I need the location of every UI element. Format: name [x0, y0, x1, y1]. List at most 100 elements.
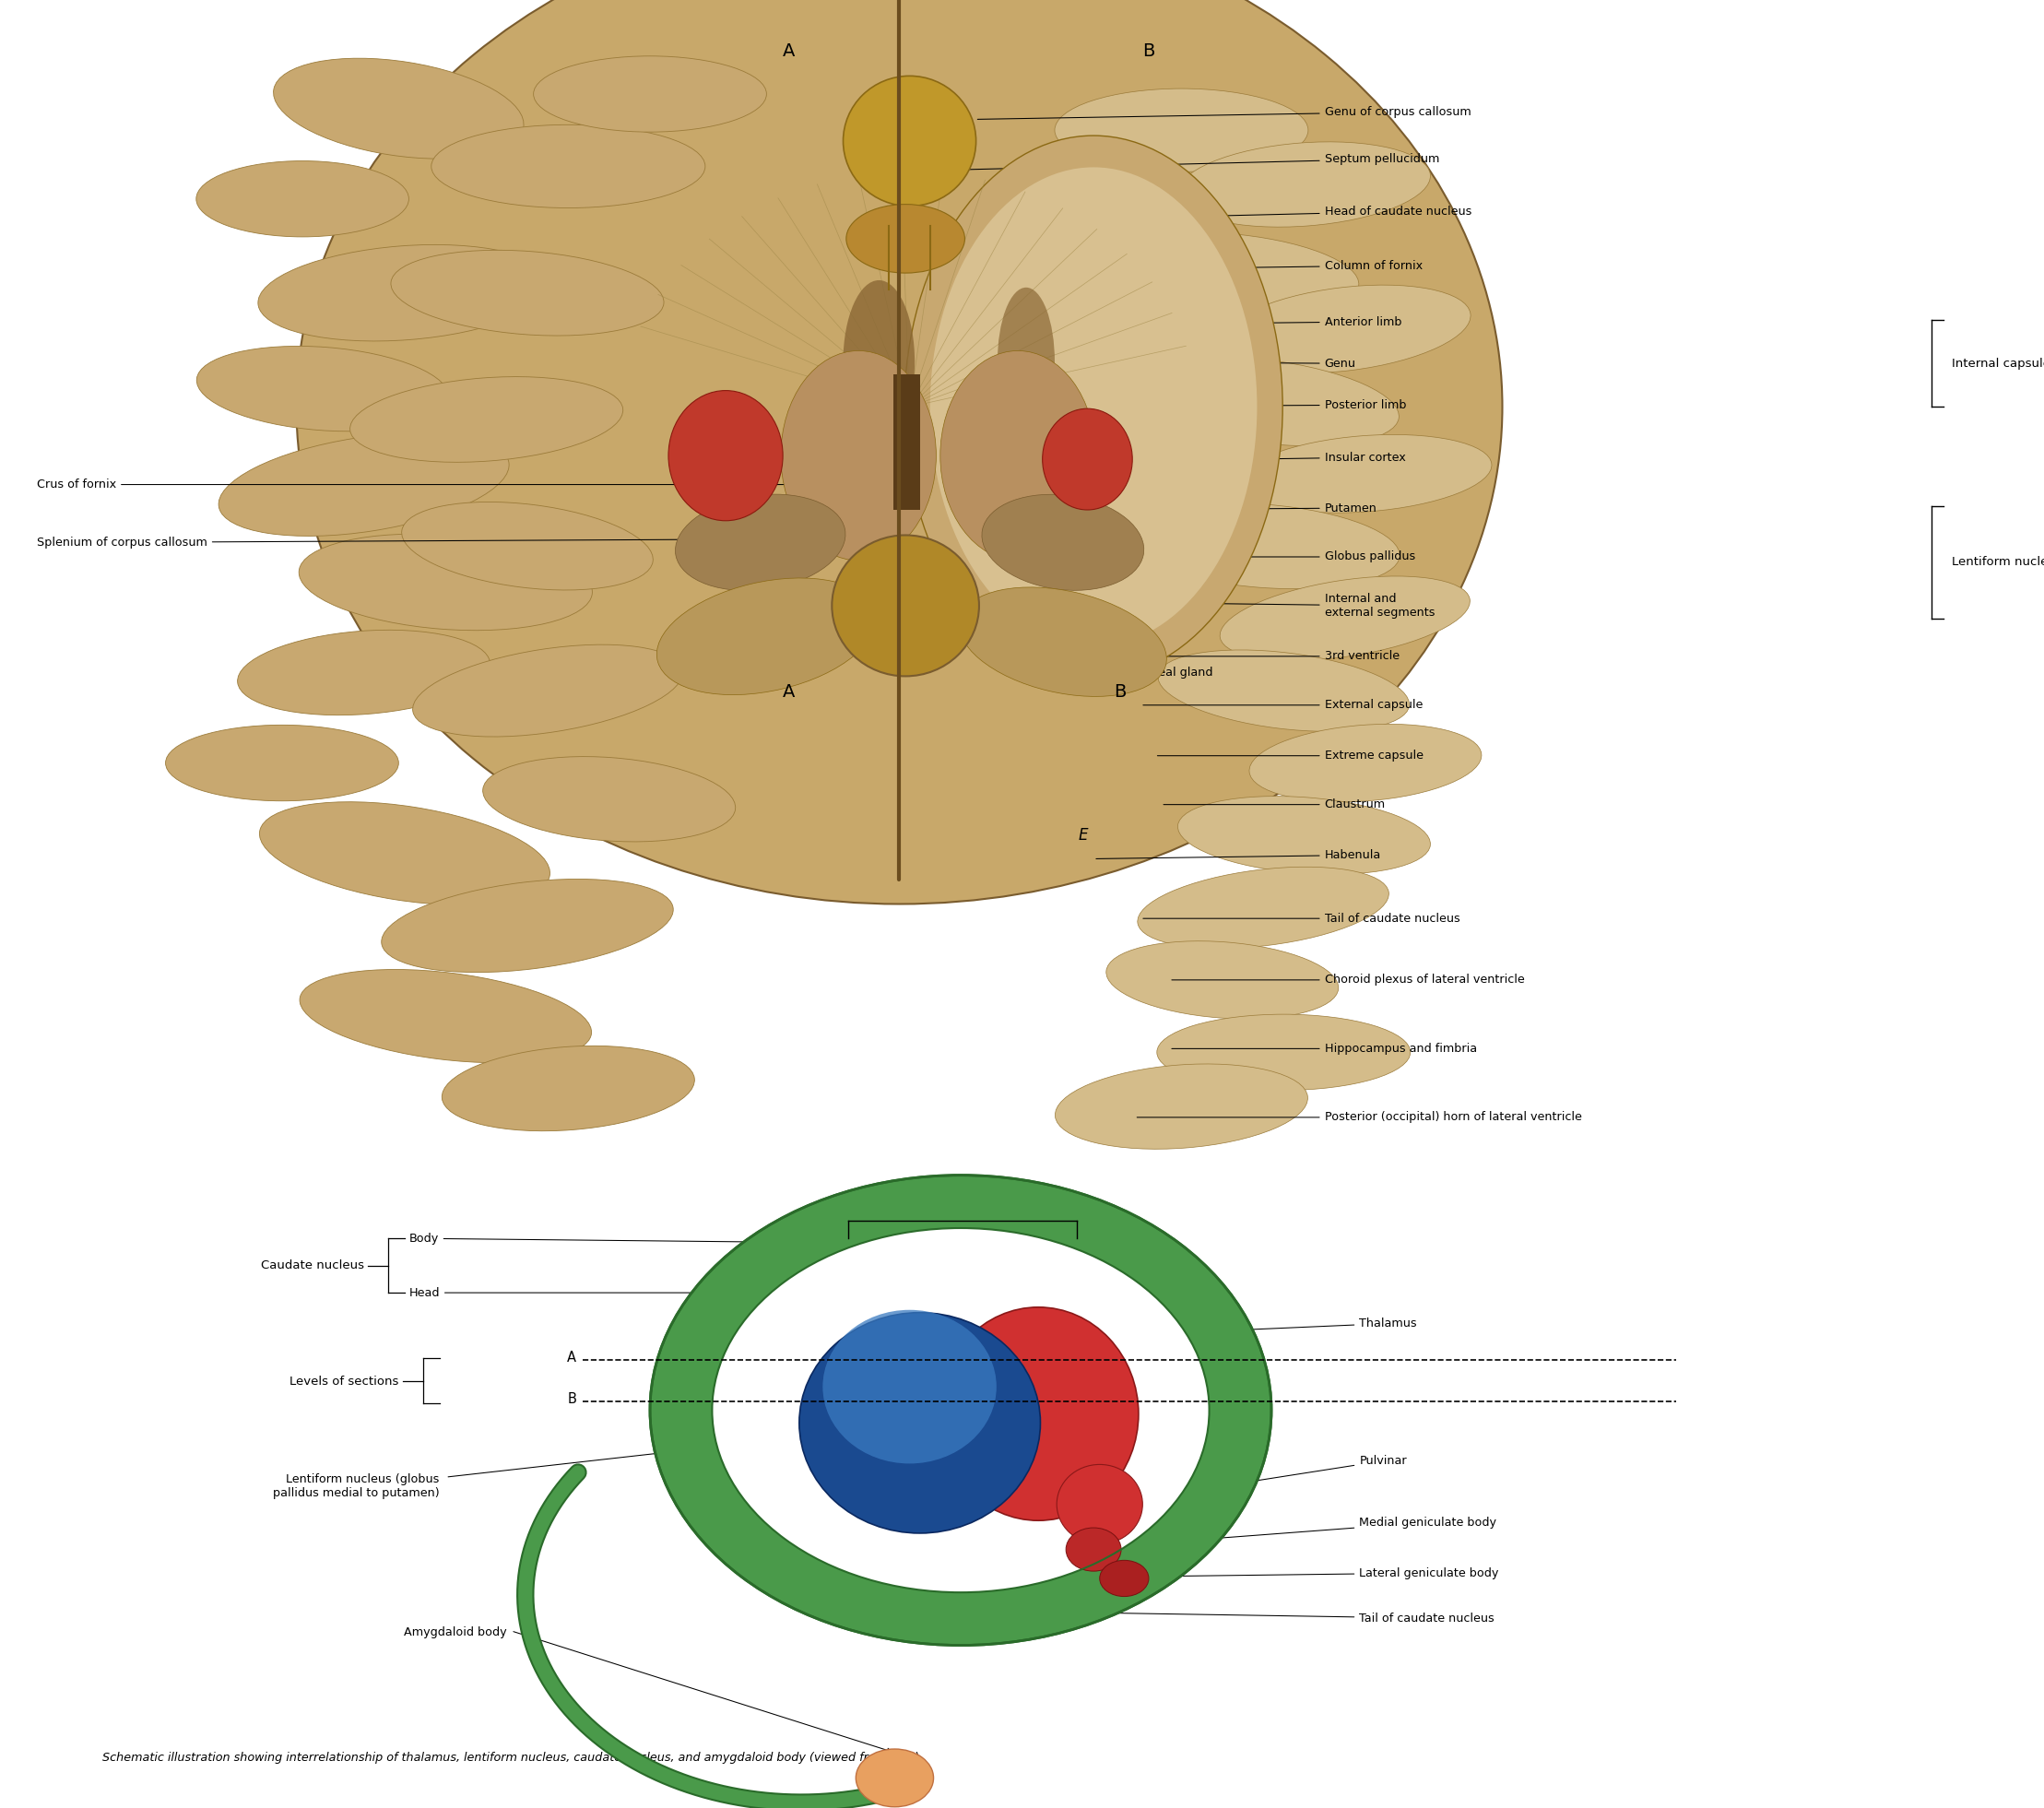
Ellipse shape	[1057, 1464, 1143, 1544]
Ellipse shape	[1055, 1063, 1308, 1150]
Text: Insular cortex: Insular cortex	[1130, 452, 1406, 463]
Ellipse shape	[711, 1228, 1210, 1593]
Text: Column of fornix: Column of fornix	[983, 260, 1423, 271]
Ellipse shape	[903, 136, 1284, 678]
Ellipse shape	[1157, 1014, 1410, 1090]
Ellipse shape	[832, 535, 979, 676]
Ellipse shape	[781, 351, 936, 560]
Text: A: A	[783, 683, 795, 702]
Text: Pulvinar: Pulvinar	[1130, 1455, 1406, 1501]
Ellipse shape	[675, 494, 846, 591]
Ellipse shape	[260, 803, 550, 904]
Ellipse shape	[656, 579, 877, 694]
Ellipse shape	[822, 1309, 997, 1464]
Text: A: A	[566, 1351, 576, 1365]
Ellipse shape	[930, 166, 1257, 645]
Ellipse shape	[842, 76, 977, 206]
Ellipse shape	[413, 645, 683, 736]
Text: Pineal gland: Pineal gland	[1024, 665, 1212, 678]
Text: Body: Body	[409, 1233, 769, 1244]
Ellipse shape	[1055, 89, 1308, 172]
Ellipse shape	[1042, 409, 1132, 510]
Text: Crus of fornix: Crus of fornix	[37, 479, 791, 490]
Text: Posterior limb: Posterior limb	[1044, 400, 1406, 410]
Ellipse shape	[1126, 503, 1400, 589]
Text: B: B	[568, 1392, 576, 1407]
Text: Tail of caudate nucleus: Tail of caudate nucleus	[1143, 913, 1459, 924]
Ellipse shape	[856, 1748, 934, 1806]
Ellipse shape	[350, 376, 623, 463]
Text: Head of caudate nucleus: Head of caudate nucleus	[1020, 206, 1472, 221]
Ellipse shape	[1085, 231, 1359, 318]
Ellipse shape	[300, 969, 591, 1063]
Ellipse shape	[196, 161, 409, 237]
Ellipse shape	[997, 287, 1055, 436]
Ellipse shape	[382, 879, 672, 973]
Ellipse shape	[196, 345, 450, 432]
Ellipse shape	[442, 1045, 695, 1132]
Ellipse shape	[431, 125, 705, 208]
Text: Septum pellucidum: Septum pellucidum	[953, 154, 1439, 170]
Ellipse shape	[1159, 649, 1408, 732]
Ellipse shape	[1106, 940, 1339, 1020]
Ellipse shape	[296, 0, 1502, 904]
Ellipse shape	[981, 494, 1145, 591]
Text: Lateral geniculate body: Lateral geniculate body	[1143, 1568, 1498, 1578]
Ellipse shape	[1067, 1528, 1120, 1571]
Text: Schematic illustration showing interrelationship of thalamus, lentiform nucleus,: Schematic illustration showing interrela…	[102, 1752, 922, 1763]
Ellipse shape	[799, 1313, 1040, 1533]
Text: Medial geniculate body: Medial geniculate body	[1118, 1517, 1496, 1546]
Ellipse shape	[668, 391, 783, 521]
Ellipse shape	[298, 533, 593, 631]
Text: Putamen: Putamen	[1116, 503, 1378, 513]
Text: Habenula: Habenula	[1096, 850, 1382, 861]
Text: Hippocampus and fimbria: Hippocampus and fimbria	[1171, 1043, 1476, 1054]
Text: 3rd ventricle: 3rd ventricle	[983, 651, 1400, 662]
Ellipse shape	[1249, 723, 1482, 803]
Text: Caudate nucleus: Caudate nucleus	[260, 1260, 364, 1271]
Text: Levels of sections: Levels of sections	[290, 1376, 399, 1387]
Ellipse shape	[258, 244, 552, 342]
Ellipse shape	[166, 725, 399, 801]
Text: Lentiform nucleus (globus
pallidus medial to putamen): Lentiform nucleus (globus pallidus media…	[274, 1474, 439, 1499]
Text: Claustrum: Claustrum	[1163, 799, 1386, 810]
Text: Globus pallidus: Globus pallidus	[1102, 551, 1414, 562]
Ellipse shape	[1220, 286, 1470, 372]
Text: Anterior limb: Anterior limb	[1034, 316, 1402, 327]
Ellipse shape	[274, 58, 523, 159]
Ellipse shape	[1177, 141, 1431, 228]
Ellipse shape	[938, 1307, 1139, 1521]
Text: E: E	[1079, 826, 1087, 844]
Ellipse shape	[842, 280, 914, 443]
Text: Head: Head	[409, 1287, 799, 1298]
Text: Lentiform nucleus: Lentiform nucleus	[1952, 557, 2044, 568]
Ellipse shape	[403, 503, 652, 589]
Text: B: B	[1114, 683, 1126, 702]
Ellipse shape	[237, 629, 491, 716]
Text: Splenium of corpus callosum: Splenium of corpus callosum	[37, 537, 832, 548]
Ellipse shape	[959, 588, 1167, 696]
Text: Internal and
external segments: Internal and external segments	[1096, 593, 1435, 618]
Ellipse shape	[482, 756, 736, 843]
Ellipse shape	[846, 204, 965, 273]
Text: Amygdaloid body: Amygdaloid body	[405, 1627, 507, 1638]
Text: Internal capsule: Internal capsule	[1952, 358, 2044, 369]
Ellipse shape	[390, 250, 664, 336]
Ellipse shape	[219, 434, 509, 535]
Ellipse shape	[1100, 1560, 1149, 1596]
Text: Cleft for internal capsule: Cleft for internal capsule	[887, 1182, 1038, 1195]
Text: Genu: Genu	[1034, 358, 1355, 369]
Text: B: B	[1143, 42, 1155, 60]
Ellipse shape	[650, 1175, 1271, 1645]
Text: Thalamus: Thalamus	[1143, 1318, 1416, 1334]
Text: Choroid plexus of lateral ventricle: Choroid plexus of lateral ventricle	[1171, 975, 1525, 985]
Text: Extreme capsule: Extreme capsule	[1157, 750, 1423, 761]
Ellipse shape	[1128, 356, 1398, 447]
Text: Tail of caudate nucleus: Tail of caudate nucleus	[1096, 1613, 1494, 1624]
Ellipse shape	[1139, 866, 1388, 949]
Ellipse shape	[533, 56, 766, 132]
Text: Genu of corpus callosum: Genu of corpus callosum	[977, 107, 1472, 119]
Ellipse shape	[1220, 577, 1470, 660]
Ellipse shape	[940, 351, 1096, 560]
Text: Posterior (occipital) horn of lateral ventricle: Posterior (occipital) horn of lateral ve…	[1136, 1112, 1582, 1123]
